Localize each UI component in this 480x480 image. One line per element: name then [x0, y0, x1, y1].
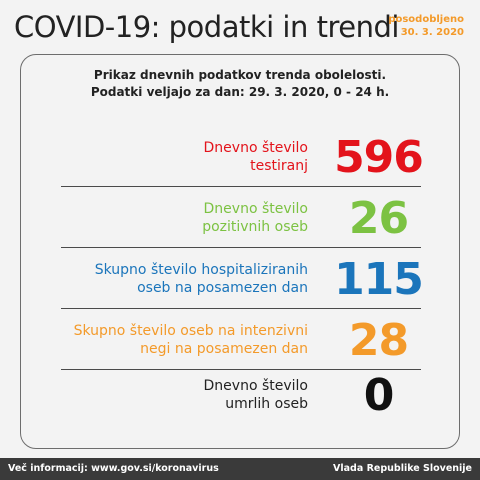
update-info: posodobljeno 30. 3. 2020 [364, 13, 464, 39]
stat-value: 0 [363, 369, 395, 421]
card-subtitle-line1: Prikaz dnevnih podatkov trenda obolelost… [93, 68, 387, 82]
footer-source: Vlada Republike Slovenije [333, 463, 472, 474]
stat-label: Skupno število hospitaliziranih oseb na … [48, 249, 308, 309]
stat-label: Dnevno število pozitivnih oseb [48, 188, 308, 248]
stat-label: Dnevno število testiranj [48, 127, 308, 187]
stats-card: Prikaz dnevnih podatkov trenda obolelost… [20, 54, 460, 449]
row-divider [61, 186, 421, 187]
stat-row-hospitalized: Skupno število hospitaliziranih oseb na … [61, 249, 448, 309]
stat-label-line2: oseb na posamezen dan [137, 280, 308, 296]
stat-label-line1: Skupno število oseb na intenzivni [73, 323, 308, 339]
row-divider [61, 308, 421, 309]
updated-label: posodobljeno [388, 14, 464, 25]
stat-value: 26 [348, 192, 409, 244]
row-divider [61, 247, 421, 248]
page-title: COVID-19: podatki in trendi [14, 10, 399, 44]
stat-label: Dnevno število umrlih oseb [48, 365, 308, 425]
stat-value: 28 [348, 314, 409, 366]
stat-label-line2: negi na posamezen dan [140, 341, 308, 357]
stat-row-deaths: Dnevno število umrlih oseb 0 [61, 365, 448, 425]
stat-label-line1: Skupno število hospitaliziranih [94, 262, 308, 278]
stat-label-line1: Dnevno število [203, 378, 308, 394]
stat-row-positive: Dnevno število pozitivnih oseb 26 [61, 188, 448, 248]
stat-label-line2: pozitivnih oseb [202, 219, 308, 235]
stat-label: Skupno število oseb na intenzivni negi n… [48, 310, 308, 370]
stat-label-line2: testiranj [250, 158, 308, 174]
stat-label-line1: Dnevno število [203, 140, 308, 156]
footer-more-info: Več informacij: www.gov.si/koronavirus [8, 463, 219, 474]
stat-row-intensive-care: Skupno število oseb na intenzivni negi n… [61, 310, 448, 370]
card-subtitle: Prikaz dnevnih podatkov trenda obolelost… [21, 67, 459, 101]
stat-value: 596 [334, 131, 424, 183]
card-subtitle-line2: Podatki veljajo za dan: 29. 3. 2020, 0 -… [90, 85, 390, 99]
stat-label-line2: umrlih oseb [225, 396, 308, 412]
stat-label-line1: Dnevno število [203, 201, 308, 217]
stat-value: 115 [334, 253, 424, 305]
updated-date: 30. 3. 2020 [400, 27, 464, 38]
row-divider [61, 369, 421, 370]
footer-bar: Več informacij: www.gov.si/koronavirus V… [0, 458, 480, 480]
stat-row-tests: Dnevno število testiranj 596 [61, 127, 448, 187]
